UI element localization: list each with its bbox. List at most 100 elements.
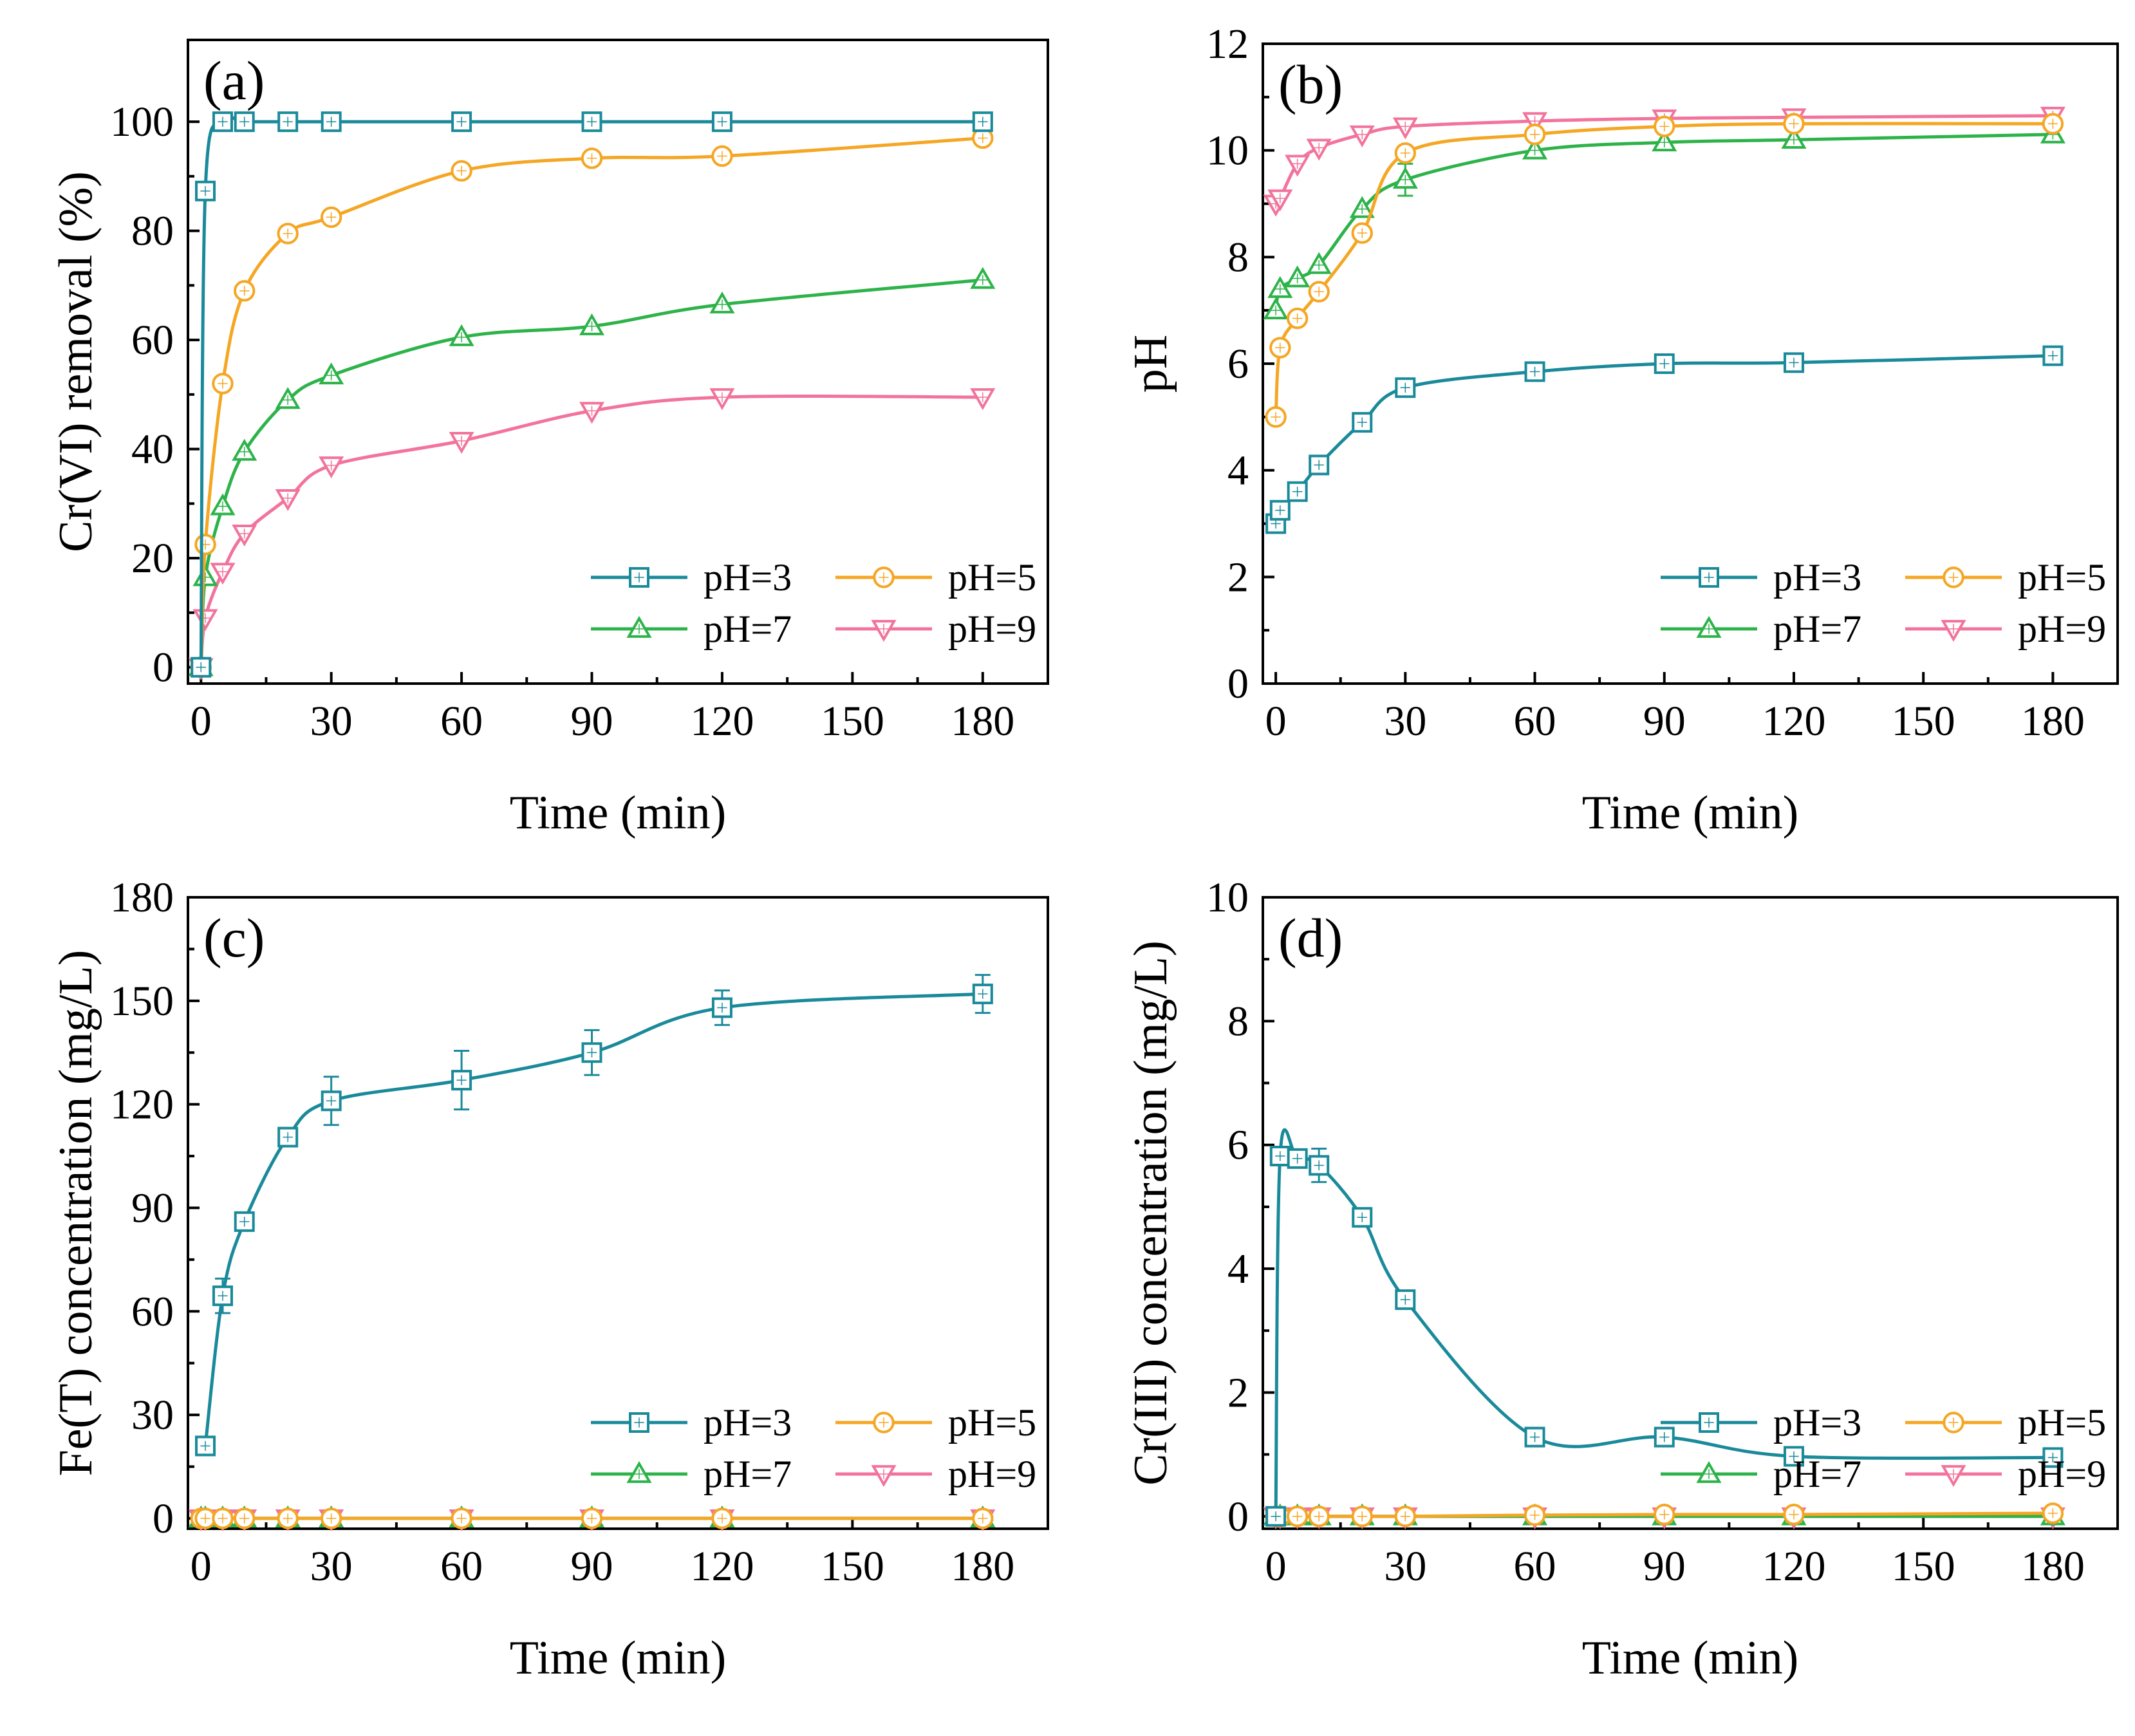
data-point-hatch bbox=[1357, 228, 1367, 238]
series-pH-5 bbox=[1265, 113, 2064, 428]
data-point-hatch bbox=[1275, 505, 1285, 516]
x-axis-label: Time (min) bbox=[510, 787, 726, 839]
data-point-hatch bbox=[1529, 129, 1540, 140]
legend-marker-hatch bbox=[1948, 1469, 1959, 1479]
data-point-hatch bbox=[200, 1441, 210, 1451]
data-point-hatch bbox=[1400, 382, 1411, 393]
x-tick-label: 150 bbox=[821, 1543, 884, 1590]
data-point-hatch bbox=[239, 1513, 250, 1524]
y-tick-label: 60 bbox=[131, 317, 174, 364]
data-point-hatch bbox=[586, 1047, 597, 1058]
x-tick-label: 0 bbox=[1265, 1543, 1287, 1590]
data-point-hatch bbox=[1789, 357, 1799, 368]
legend-marker-hatch bbox=[1948, 572, 1959, 583]
data-point-hatch bbox=[1529, 145, 1540, 156]
legend: pH=3 pH=5 pH=7 pH=9 bbox=[591, 1401, 1036, 1495]
y-tick-label: 0 bbox=[153, 1495, 174, 1542]
data-point-hatch bbox=[218, 1291, 228, 1301]
legend-label: pH=3 bbox=[704, 556, 792, 599]
y-tick-label: 100 bbox=[110, 98, 174, 145]
legend-marker-hatch bbox=[634, 624, 644, 634]
data-point-hatch bbox=[456, 436, 467, 446]
data-point-hatch bbox=[218, 501, 228, 512]
y-tick-label: 90 bbox=[131, 1184, 174, 1231]
legend-label: pH=9 bbox=[948, 1453, 1036, 1495]
data-point-hatch bbox=[1275, 284, 1285, 294]
data-point-hatch bbox=[978, 133, 988, 144]
data-point-hatch bbox=[1292, 1511, 1303, 1522]
data-point-hatch bbox=[326, 212, 337, 223]
data-point-hatch bbox=[1314, 1160, 1324, 1171]
legend-marker-hatch bbox=[879, 1469, 889, 1479]
data-point-hatch bbox=[1314, 460, 1324, 471]
data-point-hatch bbox=[978, 392, 988, 402]
data-point-hatch bbox=[196, 662, 206, 673]
panel-c: 0 30 60 90 120 150 180 0 30 60 90 120 150 180 Time (mi… bbox=[50, 874, 1049, 1685]
x-tick-label: 90 bbox=[571, 698, 613, 745]
legend-label: pH=7 bbox=[1773, 608, 1861, 650]
x-tick-label: 180 bbox=[2021, 1543, 2085, 1590]
y-tick-label: 2 bbox=[1227, 1369, 1249, 1416]
series-pH-9 bbox=[188, 388, 996, 680]
series-line bbox=[1274, 354, 2053, 525]
y-tick-label: 4 bbox=[1227, 447, 1249, 494]
legend-item: pH=3 bbox=[1661, 556, 1861, 599]
series-pH-3 bbox=[191, 111, 993, 678]
x-tick-label: 150 bbox=[821, 698, 884, 745]
x-tick-label: 150 bbox=[1892, 698, 1955, 745]
x-tick-label: 0 bbox=[191, 1543, 212, 1590]
data-point-hatch bbox=[1292, 487, 1303, 497]
x-tick-label: 120 bbox=[690, 698, 754, 745]
y-axis-label: pH bbox=[1124, 335, 1177, 393]
x-tick-label: 90 bbox=[1643, 1543, 1686, 1590]
y-tick-label: 0 bbox=[1227, 660, 1249, 707]
data-point-hatch bbox=[717, 117, 727, 127]
legend-marker-hatch bbox=[879, 572, 889, 583]
data-point-hatch bbox=[1659, 1509, 1670, 1520]
data-point-hatch bbox=[2047, 118, 2058, 129]
legend-item: pH=5 bbox=[835, 1401, 1036, 1444]
legend-marker-hatch bbox=[634, 1417, 644, 1428]
data-point-hatch bbox=[456, 165, 467, 176]
data-point-hatch bbox=[283, 493, 293, 503]
x-tick-label: 60 bbox=[440, 698, 483, 745]
data-point-hatch bbox=[978, 1513, 988, 1524]
legend-item: pH=9 bbox=[1905, 1453, 2106, 1495]
x-tick-label: 0 bbox=[1265, 698, 1287, 745]
panel-label: (b) bbox=[1278, 53, 1343, 115]
legend-marker-hatch bbox=[1948, 624, 1959, 634]
data-point-hatch bbox=[1357, 417, 1367, 427]
data-point-hatch bbox=[239, 447, 250, 457]
series-line bbox=[199, 115, 983, 667]
legend-label: pH=9 bbox=[2018, 608, 2106, 650]
x-axis-label: Time (min) bbox=[1582, 787, 1798, 839]
legend-marker-hatch bbox=[879, 624, 889, 634]
series-line bbox=[199, 395, 983, 667]
data-point-hatch bbox=[456, 332, 467, 342]
panel-d: 0 30 60 90 120 150 180 0 2 4 6 8 10 Time (min) Cr(III)… bbox=[1124, 874, 2119, 1685]
legend-item: pH=9 bbox=[1905, 608, 2106, 650]
x-tick-label: 120 bbox=[1762, 1543, 1825, 1590]
legend: pH=3 pH=5 pH=7 pH=9 bbox=[591, 556, 1036, 650]
data-point-hatch bbox=[1292, 158, 1303, 169]
y-tick-label: 10 bbox=[1206, 874, 1249, 921]
legend-label: pH=5 bbox=[948, 556, 1036, 599]
legend-item: pH=9 bbox=[835, 608, 1036, 650]
y-tick-label: 10 bbox=[1206, 127, 1249, 174]
y-tick-label: 2 bbox=[1227, 554, 1249, 601]
data-point-hatch bbox=[1529, 1432, 1540, 1442]
plot-frame-a bbox=[187, 39, 1049, 685]
series-line bbox=[1274, 1128, 2053, 1517]
panel-label: (a) bbox=[203, 50, 265, 111]
data-point-hatch bbox=[1529, 366, 1540, 377]
legend-label: pH=3 bbox=[704, 1401, 792, 1444]
legend-item: pH=5 bbox=[1905, 556, 2106, 599]
data-point-hatch bbox=[1659, 359, 1670, 369]
data-point-hatch bbox=[1659, 137, 1670, 147]
data-point-hatch bbox=[2047, 350, 2058, 361]
data-point-hatch bbox=[1789, 1451, 1799, 1462]
data-point-hatch bbox=[200, 186, 210, 196]
data-point-hatch bbox=[326, 460, 337, 471]
data-point-hatch bbox=[239, 528, 250, 539]
data-point-hatch bbox=[456, 1513, 467, 1524]
